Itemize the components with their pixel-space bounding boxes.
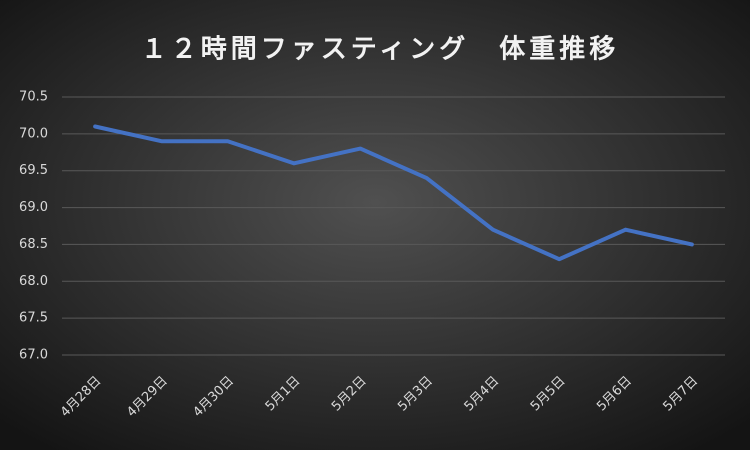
y-tick-label: 70.0 [19, 126, 48, 141]
line-series [93, 124, 694, 262]
y-tick-label: 69.0 [19, 200, 48, 215]
y-tick-label: 68.5 [19, 237, 48, 252]
y-tick-label: 70.5 [19, 90, 48, 105]
y-tick-label: 68.0 [19, 274, 48, 289]
chart-title: １２時間ファスティング 体重推移 [141, 35, 619, 65]
y-tick-label: 69.5 [19, 163, 48, 178]
y-tick-label: 67.0 [19, 348, 48, 363]
y-tick-label: 67.5 [19, 311, 48, 326]
